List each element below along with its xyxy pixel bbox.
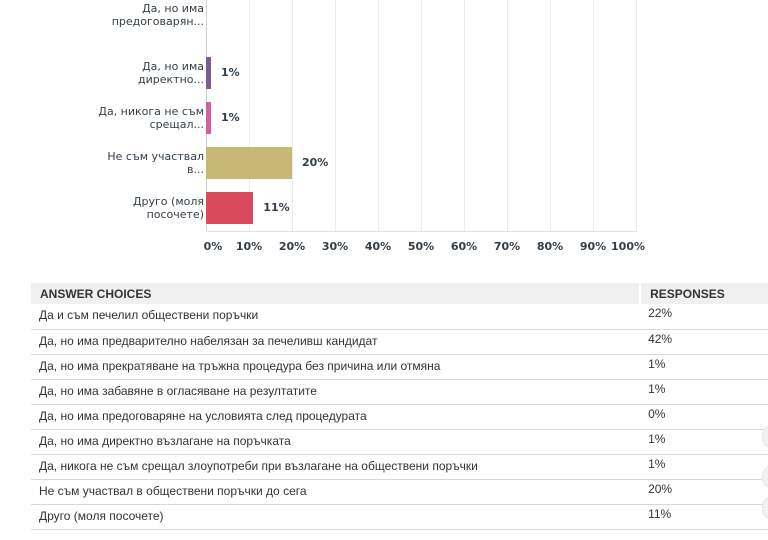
bar[interactable] — [206, 147, 292, 179]
x-tick-label: 50% — [407, 240, 435, 253]
bar-chart: 0% 10% 20% 30% 40% 50% 60% 70% 80% 90% 100% Да, но … — [0, 0, 768, 260]
x-tick-label: 30% — [321, 240, 349, 253]
bar[interactable] — [206, 57, 211, 89]
gridline — [292, 0, 293, 232]
answer-choice-cell: Да, но има забавяне в огласяване на резу… — [31, 379, 641, 405]
x-tick-label: 100% — [611, 240, 645, 253]
response-cell: 1% — [640, 454, 768, 480]
response-cell: 1% — [640, 354, 768, 380]
answer-choice-cell: Не съм участвал в обществени поръчки до … — [31, 479, 641, 505]
table-row: Не съм участвал в обществени поръчки до … — [31, 479, 768, 505]
table-row: Да, но има предоговаряне на условията сл… — [31, 404, 768, 430]
x-tick-label: 70% — [493, 240, 521, 253]
response-cell: 22% — [640, 304, 768, 330]
gridline — [378, 0, 379, 232]
answer-table: ANSWER CHOICES RESPONSES Да и съм печели… — [31, 283, 768, 530]
answer-choice-cell: Да, но има директно възлагане на поръчка… — [31, 429, 641, 455]
bar[interactable] — [206, 192, 254, 224]
gridline — [249, 0, 250, 232]
x-tick-label: 60% — [450, 240, 478, 253]
table-row: Да, никога не съм срещал злоупотреби при… — [31, 454, 768, 480]
table-row: Да и съм печелил обществени поръчки 22% — [31, 304, 768, 330]
x-tick-label: 80% — [536, 240, 564, 253]
gridline — [507, 0, 508, 232]
x-axis-line — [206, 231, 636, 232]
table-row: Да, но има предварително набелязан за пе… — [31, 329, 768, 355]
answer-choice-cell: Друго (моля посочете) — [31, 504, 641, 530]
answer-choice-cell: Да, но има предоговаряне на условията сл… — [31, 404, 641, 430]
answer-choice-cell: Да, но има предварително набелязан за пе… — [31, 329, 641, 355]
answer-choice-cell: Да и съм печелил обществени поръчки — [31, 304, 641, 330]
value-label: 11% — [263, 201, 290, 214]
response-cell: 0% — [640, 404, 768, 430]
answer-choice-cell: Да, но има прекратяване на тръжна процед… — [31, 354, 641, 380]
header-responses[interactable]: RESPONSES — [640, 283, 768, 304]
category-label: Не съм участвал в... — [107, 150, 204, 176]
x-tick-label: 90% — [579, 240, 607, 253]
gridline — [464, 0, 465, 232]
gridline — [636, 0, 637, 232]
table-header-row: ANSWER CHOICES RESPONSES — [31, 283, 768, 304]
table-row: Друго (моля посочете) 11% — [31, 504, 768, 530]
value-label: 1% — [221, 66, 240, 79]
value-label: 1% — [221, 111, 240, 124]
table-row: Да, но има директно възлагане на поръчка… — [31, 429, 768, 455]
category-label: Да, но има предоговарян... — [111, 2, 204, 28]
gridline — [550, 0, 551, 232]
gridline — [335, 0, 336, 232]
value-label: 20% — [302, 156, 329, 169]
answer-choice-cell: Да, никога не съм срещал злоупотреби при… — [31, 454, 641, 480]
bar[interactable] — [206, 102, 211, 134]
x-tick-label: 20% — [278, 240, 306, 253]
table-row: Да, но има прекратяване на тръжна процед… — [31, 354, 768, 380]
response-cell: 11% — [640, 504, 768, 530]
category-label: Друго (моля посочете) — [132, 195, 204, 221]
x-tick-label: 10% — [235, 240, 263, 253]
gridline — [593, 0, 594, 232]
x-tick-label: 40% — [364, 240, 392, 253]
table-row: Да, но има забавяне в огласяване на резу… — [31, 379, 768, 405]
response-cell: 1% — [640, 429, 768, 455]
gridline — [421, 0, 422, 232]
header-answer-choices[interactable]: ANSWER CHOICES — [31, 283, 642, 304]
response-cell: 1% — [640, 379, 768, 405]
x-tick-label: 0% — [203, 240, 223, 253]
response-cell: 20% — [640, 479, 768, 505]
category-label: Да, никога не съм срещал... — [98, 105, 204, 131]
response-cell: 42% — [640, 329, 768, 355]
category-label: Да, но има директно... — [138, 60, 204, 86]
